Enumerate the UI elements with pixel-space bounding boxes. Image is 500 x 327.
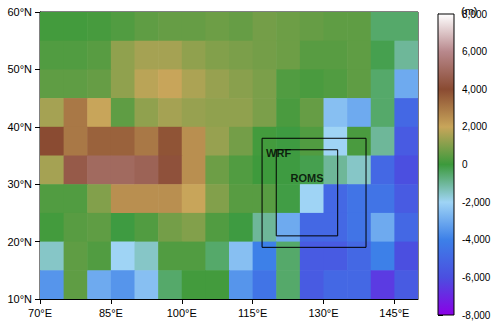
svg-text:4,000: 4,000 (462, 84, 487, 95)
svg-text:130°E: 130°E (308, 307, 338, 319)
svg-text:10°N: 10°N (7, 293, 32, 305)
svg-text:-6,000: -6,000 (462, 272, 491, 283)
svg-text:40°N: 40°N (7, 121, 32, 133)
svg-text:(m): (m) (461, 5, 478, 17)
svg-text:WRF: WRF (266, 147, 291, 159)
svg-text:6,000: 6,000 (462, 46, 487, 57)
svg-text:100°E: 100°E (167, 307, 197, 319)
svg-text:60°N: 60°N (7, 6, 32, 18)
svg-text:70°E: 70°E (28, 307, 52, 319)
svg-text:145°E: 145°E (379, 307, 409, 319)
svg-text:-4,000: -4,000 (462, 234, 491, 245)
svg-text:ROMS: ROMS (290, 172, 323, 184)
svg-text:85°E: 85°E (99, 307, 123, 319)
svg-text:2,000: 2,000 (462, 121, 487, 132)
svg-text:-2,000: -2,000 (462, 197, 491, 208)
svg-text:30°N: 30°N (7, 178, 32, 190)
svg-text:20°N: 20°N (7, 236, 32, 248)
svg-text:50°N: 50°N (7, 63, 32, 75)
svg-text:0: 0 (462, 159, 468, 170)
svg-text:115°E: 115°E (238, 307, 267, 319)
svg-text:-8,000: -8,000 (462, 310, 491, 321)
